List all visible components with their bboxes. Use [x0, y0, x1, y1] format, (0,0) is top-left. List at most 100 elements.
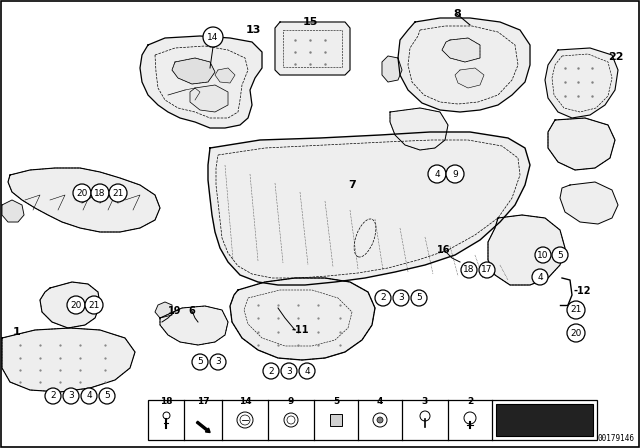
Circle shape: [45, 388, 61, 404]
Polygon shape: [8, 168, 160, 232]
Text: 2: 2: [380, 293, 386, 302]
Circle shape: [567, 301, 585, 319]
Circle shape: [299, 363, 315, 379]
Text: 21: 21: [112, 189, 124, 198]
Circle shape: [73, 184, 91, 202]
Circle shape: [377, 417, 383, 423]
Text: 3: 3: [215, 358, 221, 366]
Circle shape: [464, 412, 476, 424]
Polygon shape: [560, 182, 618, 224]
Text: 4: 4: [304, 366, 310, 375]
Text: 1: 1: [13, 327, 21, 337]
Bar: [148, 400, 597, 440]
Circle shape: [420, 411, 430, 421]
Text: 4: 4: [434, 169, 440, 178]
Text: 3: 3: [68, 392, 74, 401]
Circle shape: [85, 296, 103, 314]
Text: 18: 18: [463, 266, 475, 275]
Circle shape: [393, 290, 409, 306]
Text: 6: 6: [189, 306, 195, 316]
Text: 4: 4: [377, 397, 383, 406]
Text: 21: 21: [570, 306, 582, 314]
Text: 5: 5: [197, 358, 203, 366]
Polygon shape: [545, 48, 618, 118]
Circle shape: [210, 354, 226, 370]
Circle shape: [428, 165, 446, 183]
Text: 3: 3: [398, 293, 404, 302]
Text: 22: 22: [608, 52, 624, 62]
Circle shape: [375, 290, 391, 306]
Polygon shape: [455, 68, 484, 88]
Circle shape: [446, 165, 464, 183]
Circle shape: [479, 262, 495, 278]
Text: 17: 17: [196, 397, 209, 406]
Text: 3: 3: [286, 366, 292, 375]
Circle shape: [535, 247, 551, 263]
Polygon shape: [215, 68, 235, 83]
Text: 2: 2: [50, 392, 56, 401]
Text: 7: 7: [348, 180, 356, 190]
Polygon shape: [230, 278, 375, 360]
Polygon shape: [548, 118, 615, 170]
Polygon shape: [488, 215, 565, 285]
Circle shape: [63, 388, 79, 404]
Text: 16: 16: [437, 245, 451, 255]
Circle shape: [263, 363, 279, 379]
Polygon shape: [208, 132, 530, 285]
Text: 5: 5: [416, 293, 422, 302]
Text: 8: 8: [453, 9, 461, 19]
Circle shape: [109, 184, 127, 202]
Polygon shape: [442, 38, 480, 62]
Circle shape: [81, 388, 97, 404]
Circle shape: [567, 324, 585, 342]
Polygon shape: [2, 200, 24, 222]
Circle shape: [281, 363, 297, 379]
Text: 10: 10: [537, 250, 548, 259]
Circle shape: [284, 413, 298, 427]
Text: 9: 9: [452, 169, 458, 178]
Text: 5: 5: [104, 392, 110, 401]
Circle shape: [373, 413, 387, 427]
Text: 21: 21: [88, 301, 100, 310]
Circle shape: [461, 262, 477, 278]
Polygon shape: [190, 85, 228, 112]
Bar: [496, 404, 593, 436]
Text: 19: 19: [168, 306, 182, 316]
Polygon shape: [2, 328, 135, 392]
FancyArrow shape: [196, 421, 210, 432]
Bar: [330, 414, 342, 426]
Text: -12: -12: [573, 286, 591, 296]
Text: 17: 17: [481, 266, 493, 275]
Polygon shape: [398, 18, 530, 112]
Circle shape: [99, 388, 115, 404]
Circle shape: [67, 296, 85, 314]
Text: 13: 13: [245, 25, 260, 35]
Circle shape: [203, 27, 223, 47]
Polygon shape: [160, 306, 228, 345]
Polygon shape: [40, 282, 100, 328]
Text: 18: 18: [94, 189, 106, 198]
Text: 3: 3: [422, 397, 428, 406]
Text: 14: 14: [207, 33, 219, 42]
Text: 5: 5: [557, 250, 563, 259]
Circle shape: [411, 290, 427, 306]
Text: 15: 15: [302, 17, 317, 27]
Circle shape: [237, 412, 253, 428]
Polygon shape: [275, 22, 350, 75]
Text: 00179146: 00179146: [598, 434, 635, 443]
Text: 20: 20: [76, 189, 88, 198]
Circle shape: [192, 354, 208, 370]
Text: 9: 9: [288, 397, 294, 406]
Text: 4: 4: [537, 272, 543, 281]
Text: 2: 2: [268, 366, 274, 375]
Circle shape: [532, 269, 548, 285]
Text: 18: 18: [160, 397, 172, 406]
Text: 5: 5: [333, 397, 339, 406]
Text: 14: 14: [239, 397, 252, 406]
Text: 4: 4: [86, 392, 92, 401]
Text: 2: 2: [467, 397, 473, 406]
Polygon shape: [172, 58, 215, 84]
Polygon shape: [140, 36, 262, 128]
Polygon shape: [390, 108, 448, 150]
Circle shape: [91, 184, 109, 202]
